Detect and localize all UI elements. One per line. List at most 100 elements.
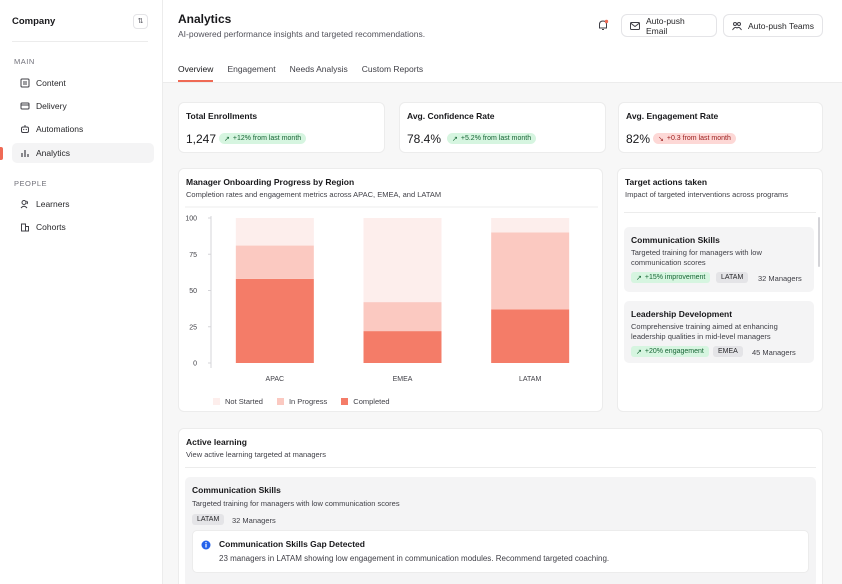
active-title: Active learning [186,437,247,447]
stat-change-badge: ↗ +5.2% from last month [447,133,537,144]
building-icon [20,222,30,232]
bar-latam-in-progress[interactable] [491,232,570,310]
y-tick-label: 75 [189,252,197,259]
stacked-bar-chart: 0 25 50 75 100 APAC EMEA LATAM [185,206,598,383]
sidebar-item-content[interactable]: Content [12,73,154,93]
info-icon [201,540,211,552]
region-tag: LATAM [192,514,225,525]
page-subtitle: AI-powered performance insights and targ… [178,29,426,39]
bar-latam-not-started[interactable] [491,218,570,233]
y-tick-label: 100 [185,216,197,223]
sidebar-item-label: Learners [36,199,70,209]
insight-alert: Communication Skills Gap Detected 23 man… [192,530,809,573]
stat-label: Avg. Confidence Rate [407,111,495,121]
main-content: Total Enrollments 1,247 ↗ +12% from last … [163,82,842,584]
scrollbar[interactable] [818,217,820,267]
stat-card-enrollments: Total Enrollments 1,247 ↗ +12% from last … [178,102,385,153]
sidebar-item-label: Content [36,78,66,88]
sidebar-item-learners[interactable]: Learners [12,194,154,214]
sidebar-item-label: Delivery [36,101,67,111]
sidebar-item-delivery[interactable]: Delivery [12,96,154,116]
impact-badge: ↗ +20% engagement [631,346,709,357]
tab-overview[interactable]: Overview [178,62,214,82]
target-action-item[interactable]: Communication Skills Targeted training f… [624,227,814,292]
bar-apac-in-progress[interactable] [235,245,314,279]
manager-count: 32 Managers [758,274,802,283]
region-tag: EMEA [713,346,743,357]
mail-icon [630,21,640,30]
sidebar-item-automations[interactable]: Automations [12,119,154,139]
y-tick-label: 0 [193,361,197,368]
users-icon [20,199,30,209]
company-name: Company [12,15,56,27]
bar-emea-not-started[interactable] [363,218,442,303]
sidebar-item-cohorts[interactable]: Cohorts [12,217,154,237]
sidebar: Company ⇅ MAIN Content Delivery Automati… [0,0,163,584]
chevron-up-down-icon[interactable]: ⇅ [133,13,148,29]
active-indicator [0,147,3,160]
sidebar-item-analytics[interactable]: Analytics [12,143,154,163]
x-tick-label: LATAM [519,376,541,383]
stat-card-engagement: Avg. Engagement Rate 82% ↘ +0.3 from last… [618,102,823,153]
arrow-up-right-icon: ↗ [452,135,458,143]
targets-subtitle: Impact of targeted interventions across … [625,190,788,199]
active-subtitle: View active learning targeted at manager… [186,450,326,459]
stat-value: 1,247 [186,132,217,146]
x-tick-label: EMEA [393,376,413,383]
legend-completed: Completed [341,397,390,406]
auto-push-email-button[interactable]: Auto-push Email [621,14,717,37]
active-learning-item[interactable]: Communication Skills Targeted training f… [185,477,816,584]
company-switcher[interactable]: Company ⇅ [12,11,148,31]
legend-not-started: Not Started [213,397,263,406]
stat-label: Total Enrollments [186,111,258,121]
bar-apac-completed[interactable] [235,278,314,363]
manager-count: 45 Managers [752,348,796,357]
tab-custom-reports[interactable]: Custom Reports [361,64,424,74]
bar-latam-completed[interactable] [491,309,570,363]
insight-title: Communication Skills Gap Detected [219,539,365,549]
header: Analytics AI-powered performance insight… [163,0,842,82]
active-learning-card: Active learning View active learning tar… [178,428,823,584]
bar-emea-in-progress[interactable] [363,302,442,332]
content-icon [20,78,30,88]
arrow-up-right-icon: ↗ [636,348,642,356]
sidebar-item-label: Analytics [36,148,71,158]
insight-desc: 23 managers in LATAM showing low engagem… [219,554,610,563]
bar-apac-not-started[interactable] [235,218,314,246]
arrow-up-right-icon: ↗ [636,274,642,282]
impact-badge: ↗ +15% improvement [631,272,711,283]
arrow-up-right-icon: ↗ [224,135,230,143]
targets-title: Target actions taken [625,177,708,187]
section-people: PEOPLE [14,179,48,188]
x-tick-label: APAC [266,376,285,383]
sidebar-divider [12,41,148,42]
stat-change-badge: ↗ +12% from last month [219,133,307,144]
target-action-item[interactable]: Leadership Development Comprehensive tra… [624,301,814,363]
notification-bell-icon[interactable] [596,18,610,32]
manager-count: 32 Managers [232,516,276,525]
bar-chart-icon [20,148,30,158]
chart-legend: Not Started In Progress Completed [213,397,404,406]
auto-push-teams-button[interactable]: Auto-push Teams [723,14,823,37]
page-title: Analytics [178,12,232,26]
tab-needs-analysis[interactable]: Needs Analysis [289,64,348,74]
stat-change-badge: ↘ +0.3 from last month [653,133,736,144]
legend-in-progress: In Progress [276,397,327,406]
stat-card-confidence: Avg. Confidence Rate 78.4% ↗ +5.2% from l… [399,102,606,153]
region-tag: LATAM [716,272,749,283]
y-tick-label: 25 [189,324,197,331]
robot-icon [20,124,30,134]
y-tick-label: 50 [189,288,197,295]
stat-value: 82% [626,132,651,146]
stat-label: Avg. Engagement Rate [626,111,719,121]
tab-engagement[interactable]: Engagement [227,64,276,74]
target-actions-card: Target actions taken Impact of targeted … [617,168,823,412]
section-main: MAIN [14,57,35,66]
sidebar-item-label: Cohorts [36,222,66,232]
chart-subtitle: Completion rates and engagement metrics … [186,190,442,199]
bar-emea-completed[interactable] [363,331,442,363]
chart-title: Manager Onboarding Progress by Region [186,177,355,187]
arrow-down-right-icon: ↘ [658,135,664,143]
onboarding-chart-card: Manager Onboarding Progress by Region Co… [178,168,603,412]
teams-icon [732,21,742,31]
